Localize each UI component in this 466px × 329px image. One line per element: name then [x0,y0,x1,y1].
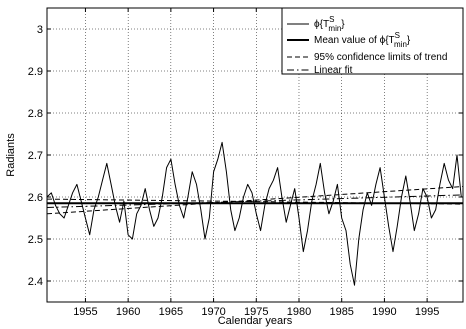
legend-label: Linear fit [314,65,353,76]
y-tick-label: 2.8 [28,108,43,120]
y-tick-label: 2.5 [28,234,43,246]
y-tick-label: 3 [37,24,43,36]
x-tick-label: 1965 [159,306,183,318]
x-tick-label: 1960 [116,306,140,318]
y-tick-label: 2.6 [28,192,43,204]
legend-label: Mean value of ϕ{TS min} [314,31,411,49]
x-tick-label: 1990 [372,306,396,318]
x-tick-label: 1980 [287,306,311,318]
series-line-dashdot [46,194,464,208]
y-axis-label: Radiants [5,133,17,177]
legend-label: 95% confidence limits of trend [314,52,447,63]
data-series [46,141,464,286]
x-tick-label: 1970 [201,306,225,318]
grid-lines [47,8,463,302]
x-tick-label: 1995 [415,306,439,318]
x-tick-label: 1955 [73,306,97,318]
legend-label: ϕ{TS min} [314,15,345,33]
y-tick-label: 2.4 [28,276,43,288]
legend: ϕ{TS min}Mean value of ϕ{TS min} 95% confid… [281,7,464,76]
y-tick-label: 2.7 [28,150,43,162]
series-line-dashed [46,186,464,215]
x-axis-label: Calendar years [218,315,293,327]
y-tick-label: 2.9 [28,66,43,78]
axis-ticks: 1955 1960 1965 1970 1975 1980 1985 1990 1995 2.4 2… [28,8,463,318]
legend-box [281,7,464,75]
x-tick-label: 1985 [329,306,353,318]
x-tick-label: 1975 [244,306,268,318]
